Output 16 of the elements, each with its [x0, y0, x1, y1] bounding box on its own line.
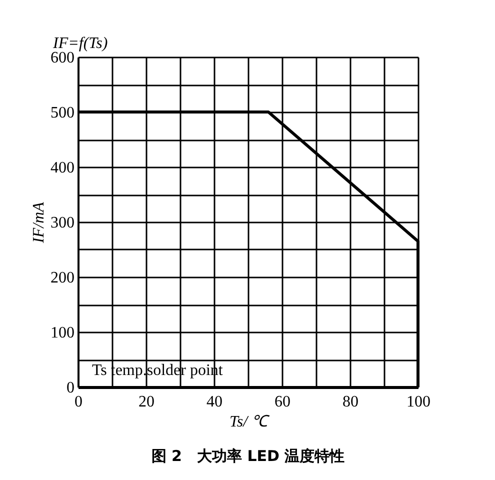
text: IF=f(Ts) — [52, 35, 108, 52]
y-tick-label: 200 — [50, 270, 74, 286]
y-tick-label: 300 — [50, 214, 74, 232]
y-tick-label: 0 — [66, 380, 74, 396]
text: 图 2 大功率 LED 温度特性 — [151, 447, 345, 465]
y-tick-label: 600 — [50, 50, 74, 66]
x-tick-label: 100 — [406, 394, 430, 410]
x-axis-title: Ts/ ℃ — [229, 414, 271, 430]
x-tick-label: 60 — [274, 394, 290, 410]
x-tick-label: 40 — [206, 394, 222, 410]
x-tick-label: 20 — [138, 394, 154, 410]
y-tick-label: 100 — [50, 324, 74, 342]
y-axis-title: IF/mA — [30, 202, 48, 244]
y-tick-label: 500 — [50, 104, 74, 122]
x-tick-label: 80 — [342, 394, 358, 410]
y-tick-label: 400 — [50, 160, 74, 176]
